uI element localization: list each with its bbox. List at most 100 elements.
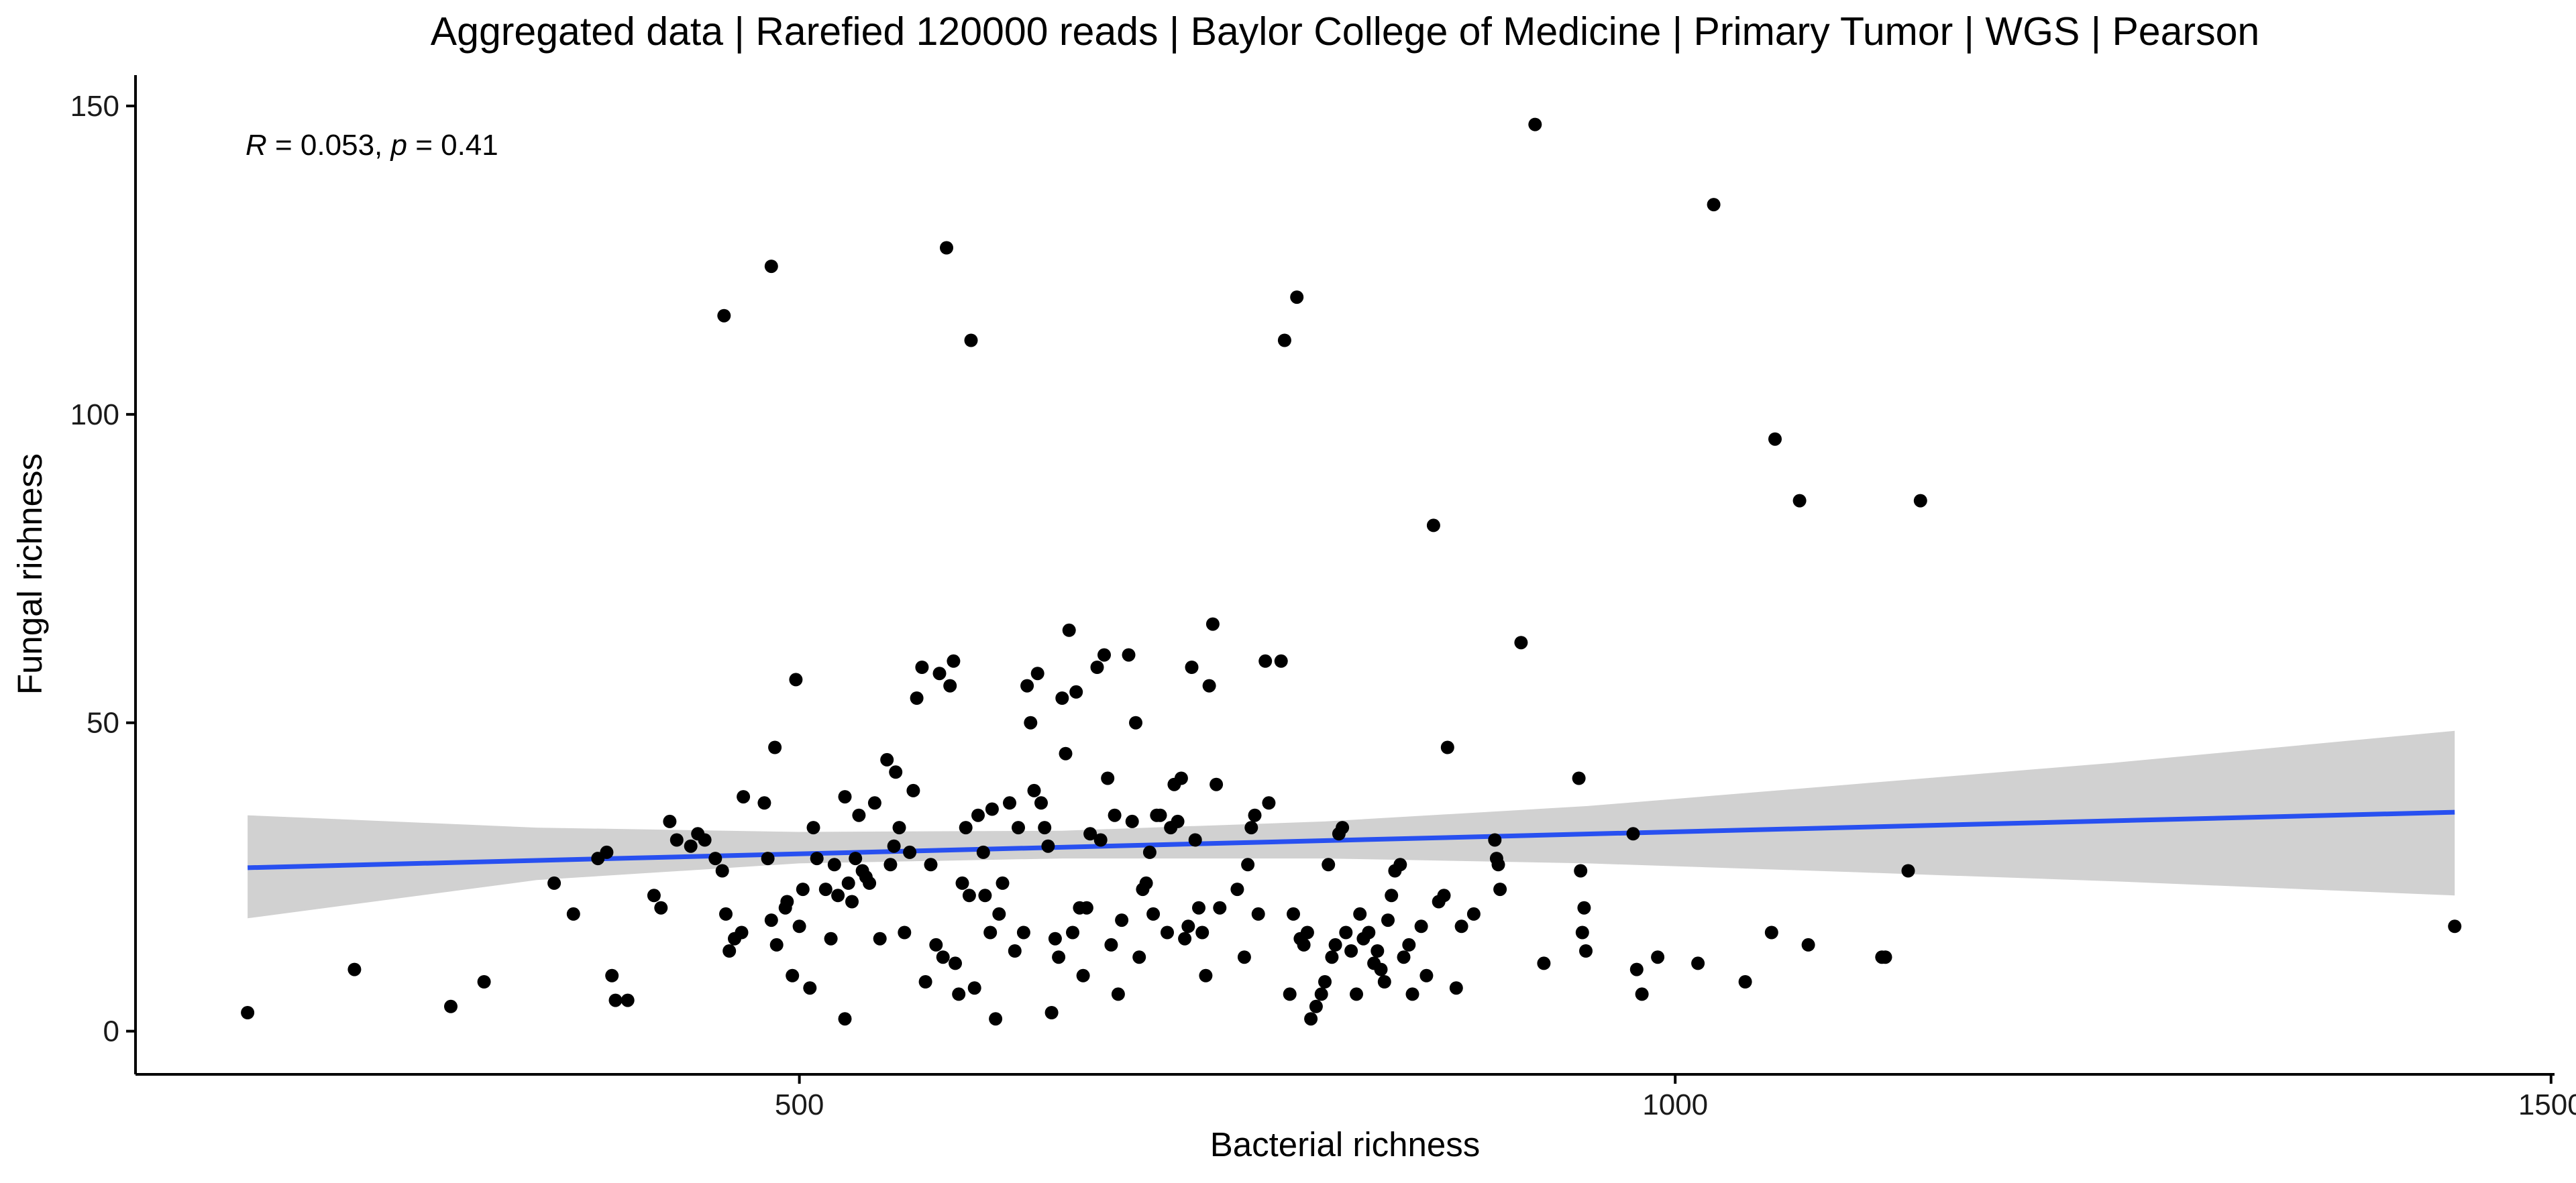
data-point	[932, 667, 947, 681]
data-point	[1274, 654, 1288, 668]
data-point	[1466, 907, 1481, 921]
data-point	[1230, 883, 1244, 897]
data-point	[1052, 950, 1066, 964]
data-point	[684, 839, 698, 853]
data-point	[669, 833, 684, 847]
data-point	[838, 790, 852, 804]
data-point	[1344, 944, 1358, 958]
data-point	[1205, 617, 1220, 631]
data-point	[1339, 925, 1353, 940]
data-point	[971, 808, 985, 822]
data-point	[1090, 661, 1104, 674]
data-point	[1083, 827, 1097, 841]
data-point	[918, 975, 932, 989]
data-point	[1328, 938, 1342, 952]
data-point	[1488, 833, 1502, 847]
data-point	[1181, 919, 1195, 934]
data-point	[1381, 913, 1395, 927]
data-point	[989, 1012, 1003, 1026]
data-point	[1008, 944, 1022, 958]
data-point	[1059, 746, 1073, 760]
r-value: = 0.053,	[267, 129, 391, 162]
data-point	[1185, 661, 1199, 674]
data-point	[444, 999, 458, 1013]
data-point	[1178, 932, 1192, 946]
data-point	[952, 987, 966, 1001]
data-point	[1251, 907, 1265, 921]
data-point	[1248, 808, 1262, 822]
data-point	[976, 845, 990, 859]
p-value: = 0.41	[407, 129, 498, 162]
data-point	[715, 864, 729, 878]
data-point	[978, 889, 992, 903]
data-point	[1016, 925, 1030, 940]
data-point	[1079, 901, 1093, 915]
data-point	[959, 821, 973, 835]
data-point	[477, 975, 491, 989]
data-point	[663, 814, 677, 828]
data-point	[757, 796, 771, 810]
data-point	[780, 895, 794, 909]
data-point	[1419, 968, 1434, 982]
data-point	[1290, 290, 1304, 304]
y-tick-label: 150	[70, 90, 119, 123]
data-point	[1202, 679, 1216, 693]
data-point	[1297, 938, 1311, 952]
data-point	[824, 932, 838, 946]
data-point	[1038, 821, 1052, 835]
data-point	[841, 876, 855, 890]
data-point	[1244, 821, 1258, 835]
data-point	[768, 740, 782, 754]
data-point	[654, 901, 668, 915]
data-points-layer	[241, 117, 2462, 1026]
data-point	[1115, 913, 1129, 927]
chart-title: Aggregated data | Rarefied 120000 reads …	[431, 9, 2259, 54]
data-point	[1146, 907, 1161, 921]
data-point	[964, 333, 978, 347]
data-point	[719, 907, 733, 921]
data-point	[1449, 981, 1463, 995]
data-point	[735, 925, 749, 940]
data-point	[1069, 685, 1083, 699]
data-point	[1101, 771, 1115, 785]
data-point	[1304, 1012, 1318, 1026]
data-point	[906, 783, 920, 797]
data-point	[1318, 975, 1332, 989]
data-point	[889, 765, 903, 779]
data-point	[845, 895, 859, 909]
regression-line	[248, 809, 2455, 870]
data-point	[722, 944, 737, 958]
data-point	[1574, 864, 1588, 878]
data-point	[1350, 987, 1363, 1001]
data-point	[831, 889, 845, 903]
data-point	[903, 845, 917, 859]
data-point	[761, 852, 775, 866]
y-tick-label: 50	[87, 707, 119, 740]
data-point	[1322, 858, 1336, 872]
data-point	[1437, 889, 1451, 903]
data-point	[1262, 796, 1276, 810]
data-point	[717, 308, 731, 323]
data-point	[1041, 839, 1055, 853]
data-point	[547, 876, 561, 890]
data-point	[1153, 808, 1167, 822]
data-point	[1171, 814, 1185, 828]
data-point	[1426, 518, 1440, 532]
data-point	[1044, 1006, 1059, 1019]
data-point	[827, 858, 841, 872]
data-point	[1309, 999, 1323, 1013]
data-point	[621, 993, 635, 1007]
data-point	[1055, 691, 1069, 705]
data-point	[647, 889, 661, 903]
data-point	[1325, 950, 1339, 964]
data-point	[863, 876, 877, 890]
data-point	[1764, 925, 1778, 940]
y-tick-label: 0	[103, 1015, 119, 1048]
data-point	[1575, 925, 1589, 940]
data-point	[967, 981, 981, 995]
data-point	[892, 821, 906, 835]
data-point	[1300, 925, 1314, 940]
data-point	[796, 883, 810, 897]
data-point	[947, 654, 961, 668]
